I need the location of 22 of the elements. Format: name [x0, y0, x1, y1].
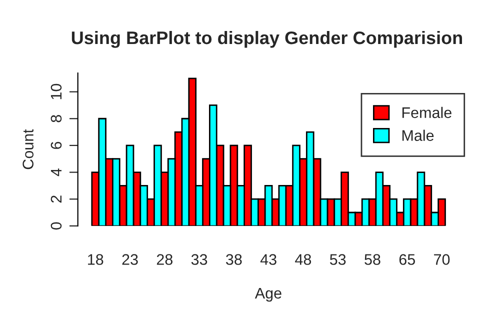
x-tick-label: 18	[88, 254, 104, 265]
y-tick-label: 6	[50, 142, 62, 149]
y-axis-title: Count	[22, 129, 34, 170]
x-tick-label: 70	[434, 254, 450, 265]
x-tick-label: 38	[226, 254, 242, 265]
x-tick-label: 23	[122, 254, 138, 265]
y-tick-label: 2	[50, 196, 62, 203]
x-tick-label: 65	[399, 254, 415, 265]
x-axis-title: Age	[254, 288, 282, 302]
y-tick-label: 0	[50, 222, 62, 230]
x-tick-label: 28	[156, 254, 172, 265]
chart-title: Using BarPlot to display Gender Comparision	[72, 30, 462, 48]
y-tick-label: 8	[50, 115, 62, 122]
legend-label: Female	[402, 106, 452, 118]
y-tick-label: 10	[50, 84, 62, 100]
x-tick-label: 33	[191, 254, 208, 265]
x-tick-label: 53	[330, 254, 346, 265]
x-tick-label: 58	[364, 254, 380, 265]
x-tick-label: 43	[260, 254, 276, 265]
x-tick-label: 48	[295, 254, 312, 265]
legend-label: Male	[402, 130, 434, 141]
y-tick-label: 4	[50, 168, 62, 176]
